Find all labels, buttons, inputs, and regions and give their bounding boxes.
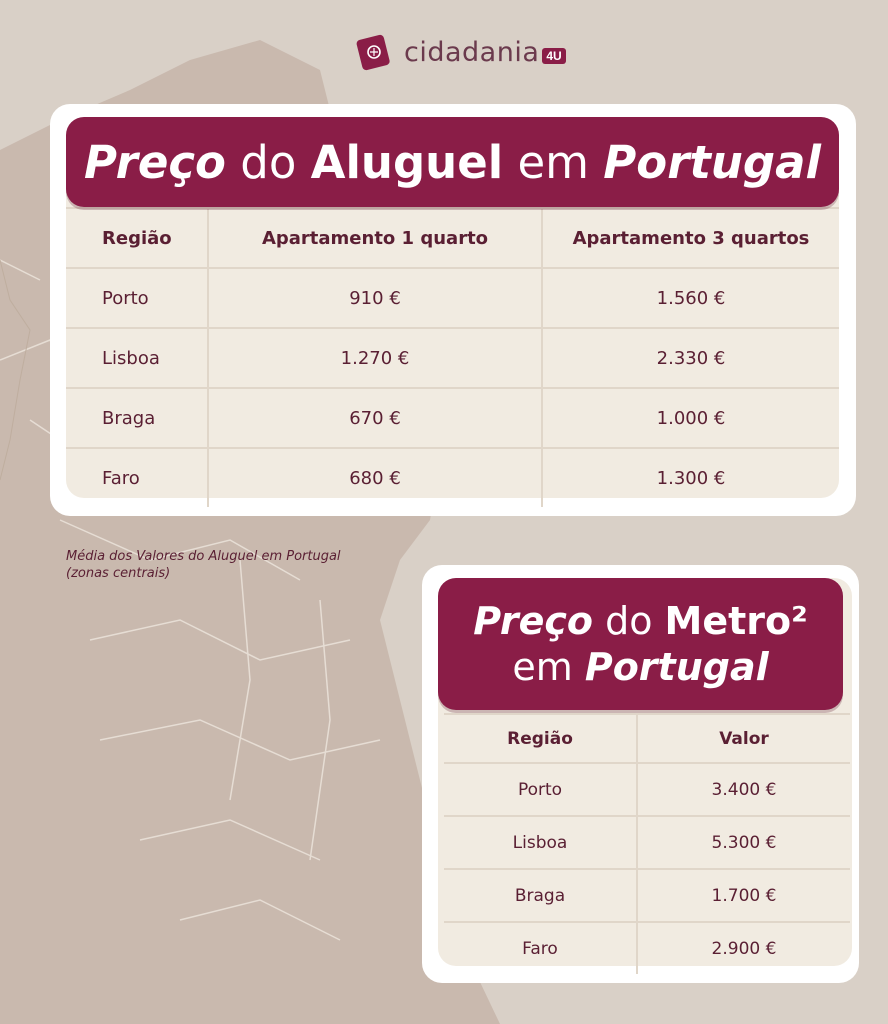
table-row: Braga 670 € 1.000 € xyxy=(66,387,839,449)
three-bedroom-price: 1.300 € xyxy=(541,447,839,507)
region-cell: Braga xyxy=(66,387,209,449)
one-bedroom-price: 680 € xyxy=(207,447,543,507)
sqm-table: Região Valor Porto 3.400 € Lisboa 5.300 … xyxy=(444,713,850,974)
value-cell: 5.300 € xyxy=(636,815,850,870)
value-cell: 2.900 € xyxy=(636,921,850,974)
one-bedroom-price: 910 € xyxy=(207,267,543,329)
region-cell: Lisboa xyxy=(66,327,209,389)
table-row: Porto 910 € 1.560 € xyxy=(66,267,839,329)
table-header-row: Região Apartamento 1 quarto Apartamento … xyxy=(66,207,839,269)
region-cell: Lisboa xyxy=(444,815,638,870)
table-row: Porto 3.400 € xyxy=(444,762,850,817)
table-row: Lisboa 5.300 € xyxy=(444,815,850,870)
title-word-em: em xyxy=(512,645,585,689)
rent-price-card: Região Apartamento 1 quarto Apartamento … xyxy=(50,104,856,516)
value-cell: 1.700 € xyxy=(636,868,850,923)
table-row: Faro 2.900 € xyxy=(444,921,850,974)
region-cell: Porto xyxy=(444,762,638,817)
three-bedroom-price: 2.330 € xyxy=(541,327,839,389)
square-meter-price-card: Região Valor Porto 3.400 € Lisboa 5.300 … xyxy=(422,565,859,983)
rent-card-title: Preço do Aluguel em Portugal xyxy=(66,117,839,207)
one-bedroom-price: 670 € xyxy=(207,387,543,449)
title-word-aluguel: Aluguel xyxy=(310,135,504,189)
passport-icon xyxy=(356,34,390,71)
title-word-preco: Preço xyxy=(84,135,226,189)
title-line-1: Preço do Metro² xyxy=(473,598,808,644)
sqm-card-title: Preço do Metro² em Portugal xyxy=(438,578,843,710)
region-cell: Braga xyxy=(444,868,638,923)
region-cell: Porto xyxy=(66,267,209,329)
value-cell: 3.400 € xyxy=(636,762,850,817)
column-header-one-bedroom: Apartamento 1 quarto xyxy=(207,207,543,269)
title-line-2: em Portugal xyxy=(512,644,768,690)
title-word-preco: Preço xyxy=(473,599,594,643)
column-header-value: Valor xyxy=(636,713,850,764)
region-cell: Faro xyxy=(444,921,638,974)
column-header-region: Região xyxy=(444,713,638,764)
title-word-em: em xyxy=(503,135,604,189)
brand-logo: cidadania 4U xyxy=(356,33,566,71)
three-bedroom-price: 1.560 € xyxy=(541,267,839,329)
title-word-do: do xyxy=(225,135,311,189)
table-row: Faro 680 € 1.300 € xyxy=(66,447,839,507)
logo-text: cidadania xyxy=(404,36,540,68)
title-word-portugal: Portugal xyxy=(584,645,769,689)
note-line-1: Média dos Valores do Aluguel em Portugal xyxy=(66,549,341,564)
title-word-do: do xyxy=(593,599,665,643)
rent-note: Média dos Valores do Aluguel em Portugal… xyxy=(66,548,341,582)
one-bedroom-price: 1.270 € xyxy=(207,327,543,389)
column-header-three-bedroom: Apartamento 3 quartos xyxy=(541,207,839,269)
note-line-2: (zonas centrais) xyxy=(66,566,171,581)
table-row: Lisboa 1.270 € 2.330 € xyxy=(66,327,839,389)
column-header-region: Região xyxy=(66,207,209,269)
table-header-row: Região Valor xyxy=(444,713,850,764)
region-cell: Faro xyxy=(66,447,209,507)
logo-badge: 4U xyxy=(542,48,566,64)
title-word-metro: Metro² xyxy=(664,599,808,643)
rent-table: Região Apartamento 1 quarto Apartamento … xyxy=(66,207,839,507)
table-row: Braga 1.700 € xyxy=(444,868,850,923)
title-word-portugal: Portugal xyxy=(603,135,821,189)
three-bedroom-price: 1.000 € xyxy=(541,387,839,449)
